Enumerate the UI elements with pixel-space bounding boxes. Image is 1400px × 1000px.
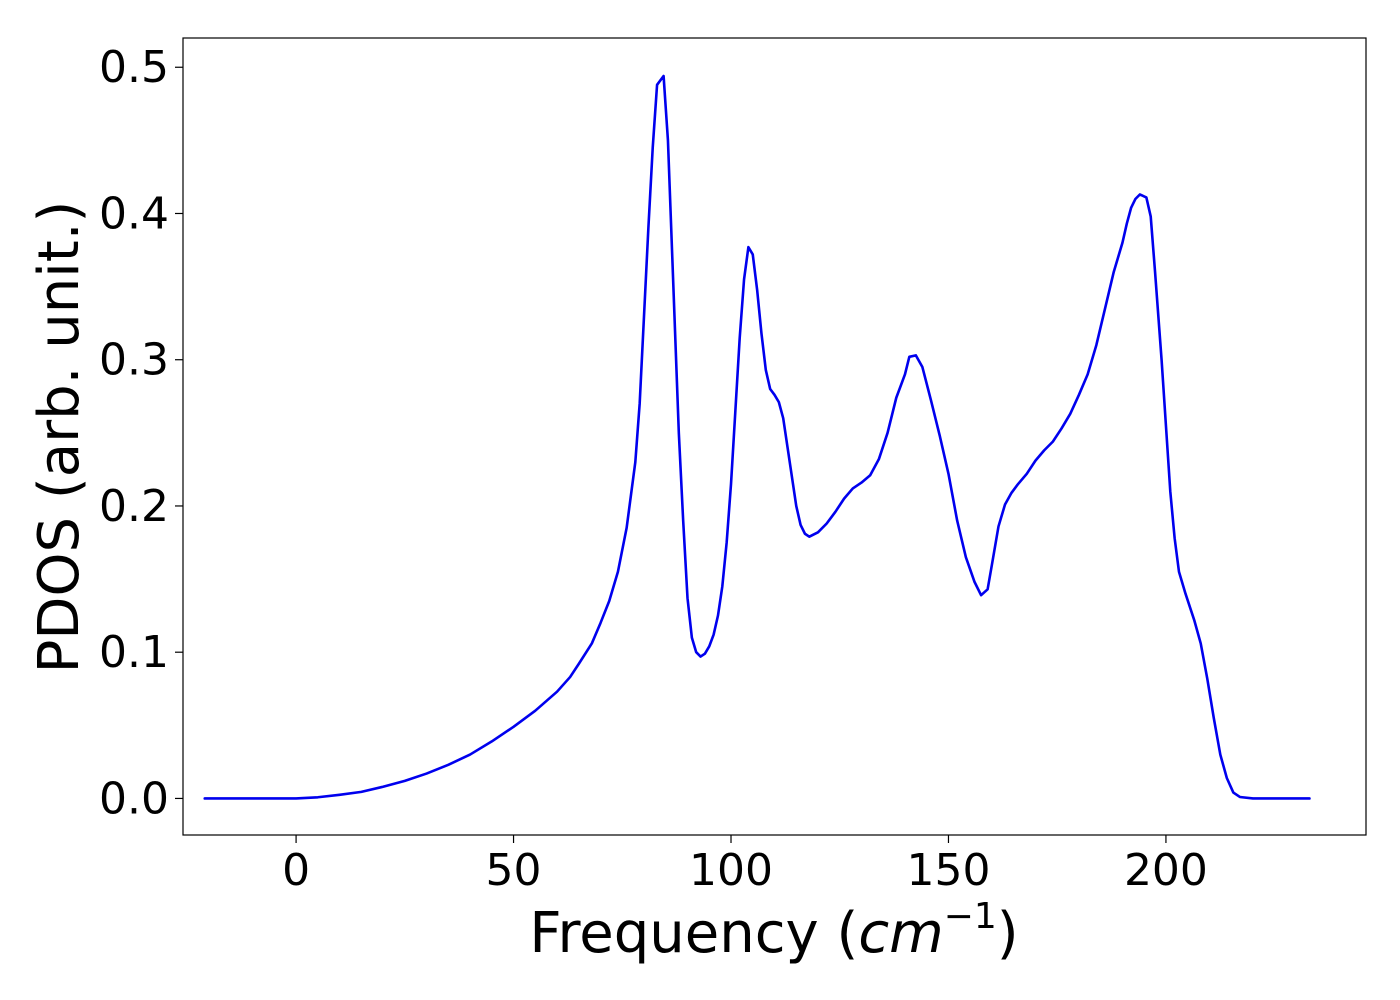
plot-area xyxy=(203,74,1311,800)
y-tick-label: 0.4 xyxy=(99,188,169,239)
y-axis-label: PDOS (arb. unit.) xyxy=(27,201,92,674)
x-tick-label: 100 xyxy=(689,845,773,896)
x-axis: 0 50 100 150 200 xyxy=(282,835,1208,896)
y-tick-label: 0.2 xyxy=(99,481,169,532)
y-axis: 0.0 0.1 0.2 0.3 0.4 0.5 xyxy=(99,42,183,824)
y-tick-label: 0.1 xyxy=(99,627,169,678)
pdos-series-line-0 xyxy=(203,74,1311,800)
x-tick-label: 150 xyxy=(906,845,990,896)
x-tick-label: 0 xyxy=(282,845,310,896)
y-tick-label: 0.3 xyxy=(99,335,169,386)
plot-frame xyxy=(182,37,1367,836)
y-tick-label: 0.5 xyxy=(99,42,169,93)
x-tick-label: 50 xyxy=(486,845,542,896)
x-tick-label: 200 xyxy=(1124,845,1208,896)
y-tick-label: 0.0 xyxy=(99,773,169,824)
x-axis-label: Frequency (cm−1) xyxy=(529,896,1018,966)
